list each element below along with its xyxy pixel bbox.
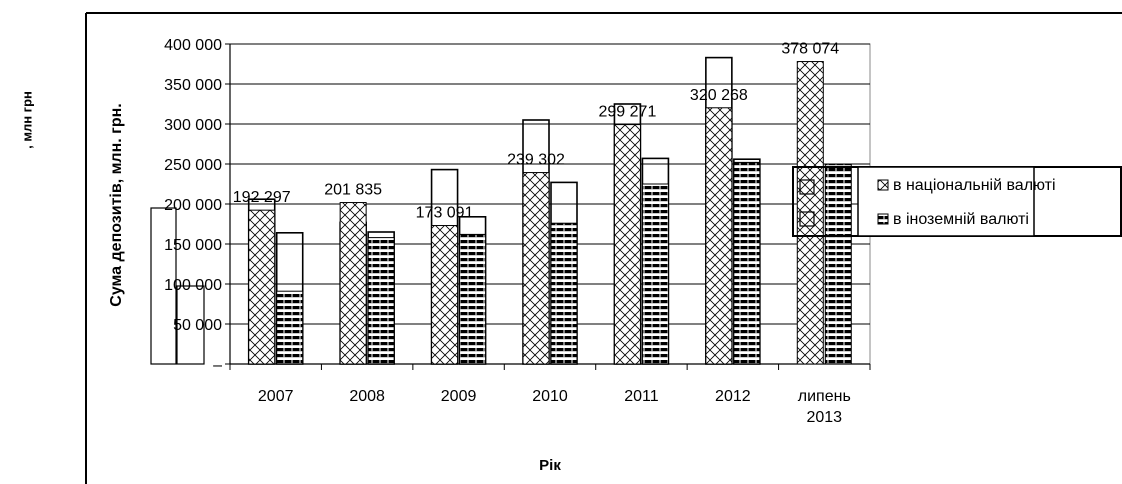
x-tick-label: 2007: [258, 388, 294, 405]
bar-foreign: [733, 161, 761, 365]
y-tick-label: 100 000: [164, 277, 222, 294]
x-tick-label: 2011: [624, 388, 659, 405]
chart-frame: [85, 12, 1122, 484]
x-tick-label: 2008: [349, 388, 385, 405]
y-tick-label: –: [213, 357, 222, 374]
data-label: 173 091: [416, 205, 474, 222]
data-label: 299 271: [599, 104, 657, 121]
data-label: 192 297: [233, 189, 291, 206]
data-label: 201 835: [324, 182, 382, 199]
plot-area: – 50 000 100 000 150 000 200 000 250 000 300 0…: [164, 37, 871, 426]
data-label: 239 302: [507, 152, 565, 169]
legend-label-national: в національній валюті: [893, 177, 1056, 194]
bar-foreign: [367, 237, 395, 365]
x-tick-label: 2013: [806, 409, 842, 426]
x-tick-label: липень: [798, 388, 851, 405]
x-tick-label: 2009: [441, 388, 477, 405]
data-label: 378 074: [781, 41, 839, 58]
legend-label-foreign: в іноземній валюті: [893, 211, 1029, 228]
x-axis-label: Рік: [539, 457, 561, 474]
bar-foreign: [824, 163, 852, 365]
bar-national: [796, 61, 824, 365]
bar-foreign: [459, 233, 487, 365]
bar-national: [705, 107, 733, 365]
data-label: 320 268: [690, 87, 748, 104]
legend-decor-square-2: [799, 211, 815, 227]
x-tick-label: 2012: [715, 388, 751, 405]
bar-foreign: [276, 290, 304, 365]
legend: в національній валюті в іноземній валюті: [792, 166, 1122, 237]
y-tick-label: 50 000: [173, 317, 222, 334]
bar-national: [522, 172, 550, 365]
y-tick-label: 250 000: [164, 157, 222, 174]
y-tick-label: 300 000: [164, 117, 222, 134]
bar-national: [339, 202, 367, 365]
bar-foreign: [641, 183, 669, 365]
y-tick-label: 400 000: [164, 37, 222, 54]
bar-foreign: [550, 222, 578, 365]
decorative-left-boxes: [150, 207, 205, 365]
legend-swatch-foreign: [877, 213, 889, 225]
bar-national: [248, 209, 276, 365]
y-axis-label: Сума депозитів, млн. грн.: [108, 103, 125, 306]
bar-national: [613, 124, 641, 365]
y-tick-label: 150 000: [164, 237, 222, 254]
y-tick-label: 200 000: [164, 197, 222, 214]
y-tick-label: 350 000: [164, 77, 222, 94]
bar-national: [431, 225, 459, 365]
legend-decor-square-1: [799, 179, 815, 195]
legend-swatch-national: [877, 179, 889, 191]
x-tick-label: 2010: [532, 388, 568, 405]
